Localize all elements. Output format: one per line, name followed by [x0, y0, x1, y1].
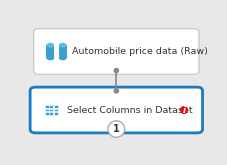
Text: i: i [183, 105, 186, 115]
Text: 1: 1 [113, 124, 120, 134]
FancyBboxPatch shape [30, 87, 202, 133]
Text: Automobile price data (Raw): Automobile price data (Raw) [72, 47, 208, 56]
Bar [54, 105, 58, 108]
Bar [49, 109, 53, 111]
Ellipse shape [59, 43, 67, 48]
Ellipse shape [114, 68, 119, 73]
FancyBboxPatch shape [34, 29, 199, 74]
Ellipse shape [108, 121, 125, 137]
Bar [54, 109, 58, 111]
Ellipse shape [46, 55, 54, 60]
FancyBboxPatch shape [59, 45, 67, 58]
FancyBboxPatch shape [46, 45, 54, 58]
Ellipse shape [114, 88, 119, 94]
Bar [45, 105, 49, 108]
Bar [49, 112, 53, 115]
Bar [45, 112, 49, 115]
Bar [45, 109, 49, 111]
Bar [54, 112, 58, 115]
Text: Select Columns in Dataset: Select Columns in Dataset [67, 105, 193, 115]
Bar [49, 105, 53, 108]
Ellipse shape [180, 106, 188, 114]
Ellipse shape [46, 43, 54, 48]
Ellipse shape [59, 55, 67, 60]
